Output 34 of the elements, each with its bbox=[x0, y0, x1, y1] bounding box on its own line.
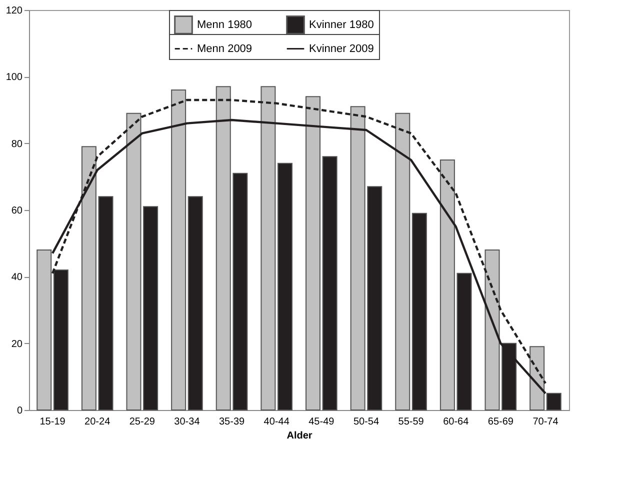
x-tick-label: 30-34 bbox=[174, 416, 200, 428]
y-tick-label: 60 bbox=[11, 206, 23, 216]
x-tick-label: 45-49 bbox=[308, 416, 335, 428]
y-tick-label: 120 bbox=[6, 6, 23, 16]
x-axis-title: Alder bbox=[286, 430, 312, 442]
x-tick-label: 60-64 bbox=[443, 416, 470, 428]
x-tick-label: 15-19 bbox=[40, 416, 66, 428]
x-tick-label: 70-74 bbox=[532, 416, 559, 428]
x-tick-label: 20-24 bbox=[84, 416, 111, 428]
x-tick-label: 25-29 bbox=[129, 416, 156, 428]
x-tick-label: 35-39 bbox=[218, 416, 246, 428]
x-tick-label: 40-44 bbox=[264, 416, 290, 428]
bar bbox=[36, 250, 52, 410]
y-tick-label: 80 bbox=[11, 138, 23, 150]
y-tick-label: 0 bbox=[16, 406, 23, 416]
x-tick-label: 50-54 bbox=[353, 416, 380, 428]
bar bbox=[322, 156, 338, 410]
bar bbox=[306, 96, 321, 410]
bar bbox=[260, 86, 276, 410]
bar bbox=[277, 162, 292, 410]
bar bbox=[188, 196, 203, 410]
bar bbox=[171, 90, 186, 410]
bar bbox=[412, 212, 427, 410]
y-tick-label: 20 bbox=[11, 338, 23, 350]
legend-label: Menn 1980 bbox=[197, 18, 252, 31]
y-tick-label: 100 bbox=[6, 72, 23, 84]
y-tick-label: 40 bbox=[11, 272, 23, 284]
bar bbox=[530, 346, 545, 410]
legend-label: Kvinner 2009 bbox=[309, 42, 374, 55]
x-tick-label: 65-69 bbox=[488, 416, 514, 428]
legend-label: Menn 2009 bbox=[197, 42, 252, 55]
x-tick-label: 55-59 bbox=[398, 416, 424, 428]
bar bbox=[395, 112, 410, 410]
legend-label: Kvinner 1980 bbox=[309, 18, 374, 31]
